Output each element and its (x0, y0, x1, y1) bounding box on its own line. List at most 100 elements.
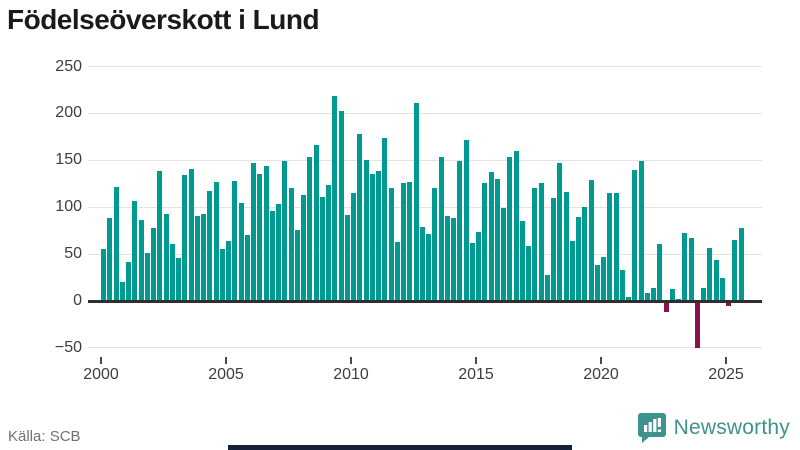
y-axis-label-250: 250 (55, 57, 82, 75)
bar-2007q2 (282, 161, 288, 301)
y-axis-label-150: 150 (55, 151, 82, 169)
bar-2000q3 (113, 186, 119, 301)
x-axis-label-2000: 2000 (83, 366, 119, 383)
bar-2009q2 (332, 95, 338, 301)
x-axis-line (88, 300, 762, 303)
bar-2005q1 (226, 240, 231, 301)
bar-2012q1 (401, 182, 406, 301)
bar-2017q4 (544, 274, 550, 301)
bar-2021q3 (638, 161, 644, 301)
bar-2013q1 (426, 234, 431, 301)
bar-2011q3 (388, 187, 394, 301)
gridline-50 (88, 253, 762, 255)
bar-2008q2 (307, 157, 313, 301)
bar-2001q1 (126, 261, 131, 301)
bar-2006q1 (251, 163, 256, 301)
gridline-250 (88, 66, 762, 67)
bar-2013q4 (444, 215, 450, 301)
brand-name: Newsworthy (673, 416, 790, 439)
bar-2012q2 (407, 181, 413, 301)
bar-2006q3 (263, 165, 269, 301)
bar-2011q2 (382, 137, 388, 301)
bar-2000q4 (119, 282, 125, 301)
x-axis-tick-2015 (475, 357, 477, 364)
bar-2024q1 (701, 287, 706, 301)
x-axis-tick-2020 (600, 357, 602, 364)
bar-2007q3 (288, 188, 294, 301)
bar-2004q4 (219, 249, 225, 301)
bar-2003q3 (188, 168, 194, 301)
bar-2018q3 (563, 192, 569, 301)
bar-2012q3 (413, 103, 419, 301)
bar-2021q2 (632, 169, 638, 301)
bar-2015q4 (494, 179, 500, 301)
plot-area: 250 200 150 100 50 0 −50 2000 2005 2010 2015 2020 20… (55, 57, 762, 383)
bottom-strip (228, 445, 572, 450)
gridline-150 (88, 159, 762, 161)
gridline-100 (88, 206, 762, 208)
bar-2011q1 (376, 170, 381, 301)
bar-2020q2 (607, 193, 613, 301)
bar-2013q2 (432, 188, 438, 301)
bar-2023q3 (688, 238, 694, 301)
bar-2015q3 (488, 172, 494, 301)
bar-2016q1 (501, 208, 506, 301)
x-axis-label-2010: 2010 (333, 366, 369, 383)
bar-2019q2 (582, 207, 588, 301)
bar-2010q3 (363, 160, 369, 301)
gridline--50 (88, 347, 762, 349)
bar-2016q2 (507, 157, 513, 301)
bar-2025q2 (732, 240, 738, 301)
x-axis-label-2020: 2020 (583, 366, 619, 383)
bar-2014q3 (463, 139, 469, 301)
bar-2004q2 (207, 191, 213, 301)
bar-2025q1 (726, 303, 731, 306)
bar-2010q1 (351, 193, 356, 301)
bar-2025q3 (738, 227, 744, 301)
bar-2016q4 (519, 221, 525, 301)
bar-2007q4 (294, 229, 300, 301)
bar-2001q3 (138, 220, 144, 301)
bar-2009q3 (338, 110, 344, 301)
bar-2002q3 (163, 213, 169, 301)
y-axis-label-200: 200 (55, 104, 82, 122)
bar-2018q2 (557, 163, 563, 301)
bar-2004q3 (213, 181, 219, 301)
bar-2010q4 (369, 174, 375, 301)
x-axis-tick-2010 (350, 357, 352, 364)
bar-2001q4 (144, 253, 150, 301)
bar-2011q4 (394, 241, 400, 301)
bar-2008q4 (319, 196, 325, 301)
bar-2005q3 (238, 202, 244, 301)
source-label: Källa: SCB (8, 428, 81, 445)
bar-2022q4 (669, 288, 675, 301)
bar-2022q1 (651, 287, 656, 301)
bar-2022q3 (663, 303, 669, 313)
bar-2024q4 (719, 277, 725, 301)
bar-2019q4 (594, 265, 600, 301)
bar-2000q1 (101, 249, 106, 301)
bar-2007q1 (276, 204, 281, 301)
bar-2023q2 (682, 233, 688, 301)
bar-2024q3 (713, 259, 719, 301)
bar-2014q1 (451, 217, 456, 301)
bar-2014q2 (457, 161, 463, 301)
bar-2021q4 (644, 293, 650, 301)
newsworthy-bars-icon (637, 413, 666, 443)
bar-2010q2 (357, 134, 363, 301)
bar-2003q4 (194, 215, 200, 301)
bar-2006q2 (257, 174, 263, 301)
bar-2023q4 (694, 303, 700, 349)
bar-2018q1 (551, 197, 556, 301)
bar-2020q4 (619, 270, 625, 301)
bar-2005q4 (244, 235, 250, 301)
bar-2017q3 (538, 182, 544, 301)
bar-2001q2 (132, 200, 138, 301)
bar-2013q3 (438, 157, 444, 301)
bar-2021q1 (626, 297, 631, 301)
y-axis-label-100: 100 (55, 198, 82, 216)
bar-2014q4 (469, 242, 475, 301)
bar-2000q2 (107, 217, 113, 301)
chart-title: Födelseöverskott i Lund (7, 4, 320, 35)
